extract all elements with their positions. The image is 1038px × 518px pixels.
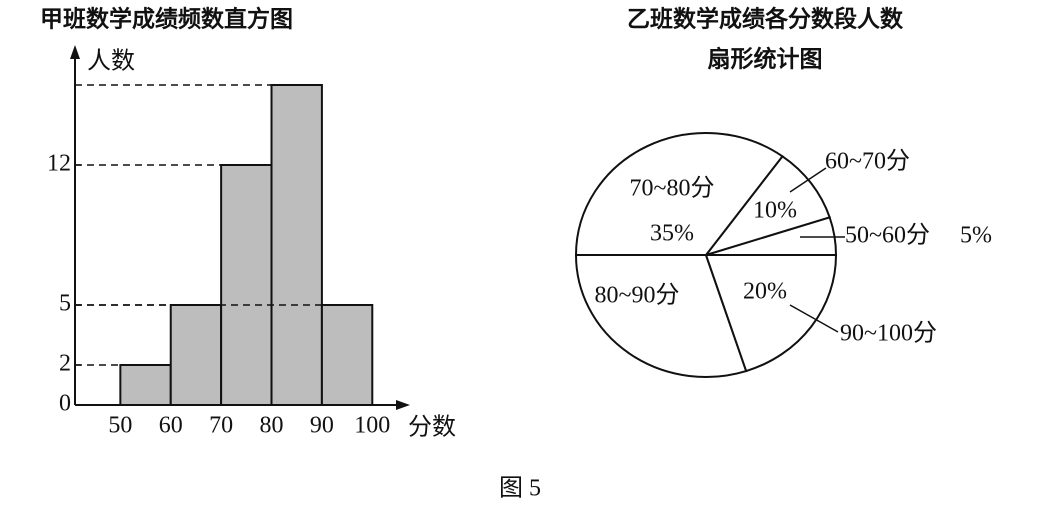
slice-label: 60~70分 — [825, 148, 910, 175]
x-tick-label: 60 — [159, 413, 183, 439]
bar — [270, 84, 323, 406]
y-arrow — [70, 45, 80, 59]
bar — [320, 304, 374, 406]
x-arrow — [396, 400, 410, 410]
y-tick-label: 5 — [59, 291, 71, 317]
chart-title: 扇形统计图 — [708, 46, 823, 73]
slice-label: 80~90分 — [595, 282, 680, 309]
x-tick-label: 100 — [354, 413, 390, 439]
leader-line — [789, 304, 839, 333]
x-axis-label: 分数 — [408, 414, 456, 441]
caption: 图 5 — [499, 476, 541, 502]
value-label: 10% — [753, 198, 797, 224]
value-label: 35% — [650, 221, 694, 247]
slice — [704, 254, 838, 373]
slice — [574, 132, 784, 256]
y-axis-label: 人数 — [87, 48, 135, 75]
x-tick-label: 70 — [209, 413, 233, 439]
value-label: 5% — [960, 223, 992, 249]
slice-label: 50~60分 — [845, 222, 930, 249]
leader-line — [789, 167, 827, 193]
y-tick-label: 12 — [47, 151, 71, 177]
y-tick-label: 2 — [59, 351, 71, 377]
slice-label: 90~100分 — [840, 320, 937, 347]
value-label: 20% — [743, 279, 787, 305]
x-tick-label: 90 — [310, 413, 334, 439]
slice-label: 70~80分 — [630, 175, 715, 202]
slice — [703, 154, 831, 257]
bar — [119, 364, 172, 406]
bar — [169, 304, 223, 406]
chart-title: 乙班数学成绩各分数段人数 — [627, 6, 904, 33]
chart-title: 甲班数学成绩频数直方图 — [40, 6, 293, 33]
slice — [574, 254, 748, 378]
x-tick-label: 80 — [260, 413, 284, 439]
y-tick-label: 0 — [59, 391, 71, 417]
bar — [220, 164, 273, 406]
x-tick-label: 50 — [108, 413, 132, 439]
